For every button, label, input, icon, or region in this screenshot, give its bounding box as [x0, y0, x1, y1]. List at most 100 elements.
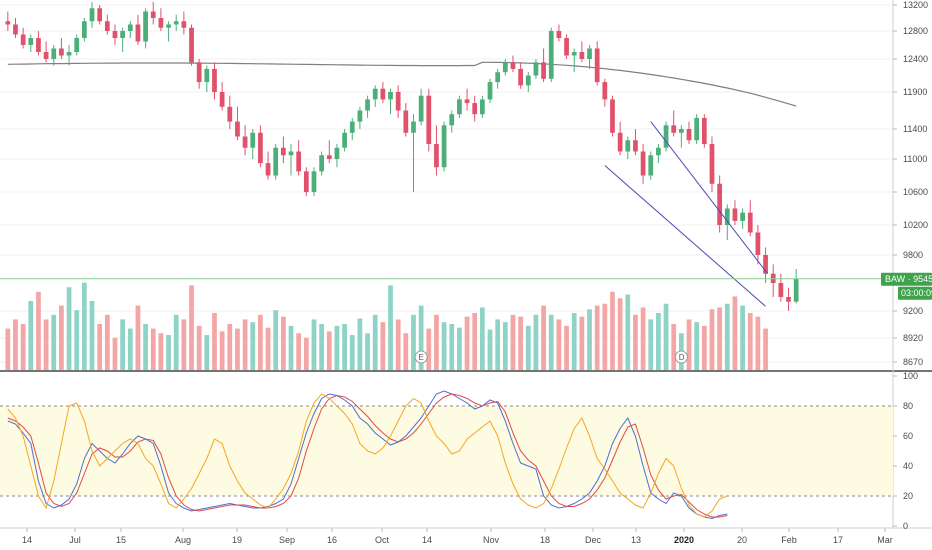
- candle-body: [5, 21, 11, 25]
- price-tick-label: 12400: [903, 54, 928, 64]
- candle-body: [181, 21, 187, 28]
- time-tick-label: 14: [422, 535, 432, 545]
- volume-bar: [380, 322, 386, 370]
- volume-bar: [112, 337, 118, 370]
- volume-bar: [755, 316, 761, 370]
- volume-bar: [158, 333, 164, 370]
- time-tick-label: Dec: [585, 535, 602, 545]
- candle-body: [694, 117, 700, 141]
- candle-body: [288, 151, 294, 156]
- volume-bar: [135, 305, 141, 370]
- candle-body: [20, 34, 26, 45]
- time-tick-label: Sep: [279, 535, 295, 545]
- candle-body: [663, 125, 669, 148]
- volume-bar: [633, 314, 638, 370]
- candle-body: [548, 31, 554, 79]
- volume-bar: [763, 328, 768, 370]
- candle-body: [747, 212, 753, 233]
- volume-bar: [173, 314, 179, 370]
- candle-body: [686, 129, 692, 141]
- candle-body: [633, 140, 638, 152]
- event-marker-label: E: [419, 353, 424, 362]
- price-tick-label: 12800: [903, 26, 928, 36]
- event-marker-circle: [674, 350, 688, 364]
- volume-bar: [426, 328, 432, 370]
- candle-body: [158, 18, 164, 28]
- price-tick-label: 9800: [903, 250, 923, 260]
- volume-bar: [311, 319, 317, 370]
- candle-body: [150, 11, 156, 18]
- candle-body: [495, 72, 501, 83]
- price-tick-label: 8670: [903, 357, 923, 367]
- volume-bar: [288, 325, 294, 370]
- volume-bar: [227, 324, 233, 370]
- candle-body: [740, 212, 745, 221]
- oscillator-line-d: [7, 393, 728, 518]
- candle-body: [510, 62, 516, 69]
- candle-body: [342, 132, 347, 148]
- volume-bar: [212, 312, 217, 370]
- candle-body: [196, 62, 202, 83]
- candle-body: [671, 125, 677, 133]
- osc-tick-label: 20: [903, 491, 913, 501]
- candle-body: [403, 110, 409, 133]
- volume-bar: [388, 285, 393, 370]
- volume-bar: [602, 303, 608, 370]
- candle-body: [724, 208, 730, 225]
- candle-body: [372, 88, 378, 100]
- candle-body: [365, 99, 370, 111]
- volume-bar: [617, 298, 623, 370]
- candle-body: [219, 92, 225, 107]
- volume-bar: [250, 322, 256, 370]
- time-tick-label: 16: [327, 535, 337, 545]
- candle-body: [127, 24, 133, 31]
- time-tick-label: Jul: [69, 535, 81, 545]
- candle-body: [579, 52, 585, 59]
- volume-bar: [418, 305, 424, 370]
- candle-body: [518, 68, 524, 86]
- candle-body: [778, 283, 784, 297]
- volume-bar: [740, 305, 745, 370]
- candle-body: [564, 38, 569, 56]
- candle-body: [472, 103, 478, 115]
- volume-bar: [464, 316, 470, 370]
- time-tick-label: 20: [737, 535, 747, 545]
- price-tick-label: 11900: [903, 87, 927, 97]
- candle-body: [709, 144, 715, 184]
- price-badge: BAW · 9545 03:00:09: [881, 272, 932, 300]
- price-axis: 13200 12800 12400 11900 11400 11000 10600 10200…: [893, 0, 928, 367]
- time-tick-label: 15: [116, 535, 126, 545]
- volume-bar: [449, 324, 455, 370]
- volume-bar: [120, 319, 126, 370]
- candle-body: [763, 255, 768, 274]
- candles-layer: [5, 1, 799, 311]
- volume-bar: [656, 312, 661, 370]
- volume-bar: [280, 316, 286, 370]
- candle-body: [610, 99, 615, 133]
- volume-bar: [640, 307, 646, 370]
- candle-body: [457, 99, 462, 115]
- candle-body: [13, 24, 18, 35]
- volume-bar: [479, 307, 485, 370]
- candle-body: [541, 62, 546, 79]
- volume-bar: [495, 319, 501, 370]
- volume-bar: [717, 307, 723, 370]
- price-tick-label: 13200: [903, 0, 928, 10]
- price-tick-label: 9200: [903, 306, 923, 316]
- candle-body: [380, 88, 386, 100]
- countdown-badge-label: 03:00:09: [901, 288, 932, 298]
- candle-body: [235, 121, 240, 137]
- volume-bar: [709, 309, 715, 370]
- osc-tick-label: 60: [903, 431, 913, 441]
- volume-bar: [694, 322, 700, 370]
- candle-body: [296, 151, 302, 172]
- time-tick-label: 2020: [674, 535, 694, 545]
- volume-bar: [403, 333, 409, 370]
- volume-bar: [732, 296, 738, 370]
- candle-body: [464, 99, 470, 104]
- candle-body: [533, 62, 539, 76]
- volume-bar: [36, 291, 41, 370]
- price-grid: [0, 4, 893, 363]
- price-tick-label: 8920: [903, 333, 923, 343]
- volume-bar: [564, 325, 569, 370]
